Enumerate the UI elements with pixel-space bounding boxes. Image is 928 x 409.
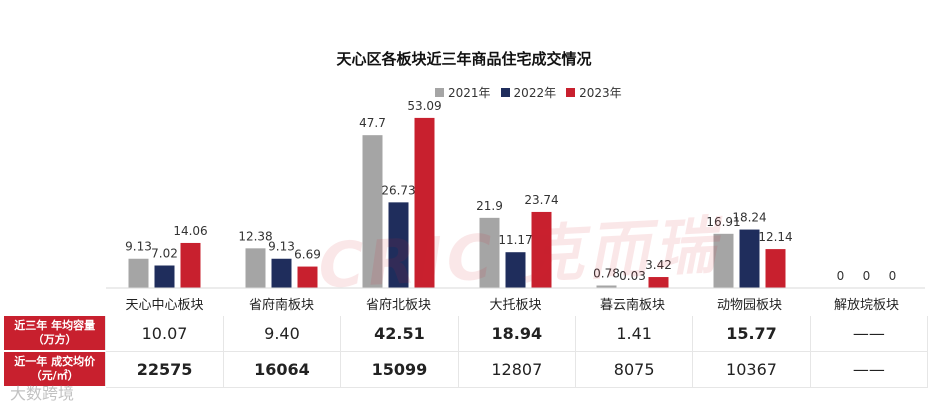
data-label: 0.03 bbox=[619, 269, 646, 283]
x-tick-label: 解放垸板块 bbox=[834, 298, 899, 313]
data-label: 7.02 bbox=[151, 247, 178, 261]
stats-cell: 10.07 bbox=[105, 316, 224, 352]
legend-item-2023: 2023年 bbox=[566, 84, 622, 101]
bar-2022年-省府南板块 bbox=[271, 258, 292, 288]
legend-swatch-2022 bbox=[500, 88, 510, 97]
stats-cell: 42.51 bbox=[340, 316, 459, 352]
stats-table: 近三年 年均容量 （万方） 10.07 9.40 42.51 18.94 1.41 15.77… bbox=[4, 316, 928, 388]
stats-cell: 12807 bbox=[458, 351, 577, 388]
bar-2021年-大托板块 bbox=[479, 217, 500, 288]
stats-cell: —— bbox=[810, 351, 928, 388]
x-tick-label: 大托板块 bbox=[489, 298, 541, 313]
stats-cell: 22575 bbox=[105, 351, 224, 388]
row-header-title: 近一年 成交均价 bbox=[14, 355, 96, 368]
stats-cell: 8075 bbox=[575, 351, 694, 388]
x-tick-label: 省府北板块 bbox=[366, 298, 431, 313]
legend-item-2021: 2021年 bbox=[435, 84, 491, 101]
data-label: 0 bbox=[889, 269, 897, 283]
stats-cell: 10367 bbox=[692, 351, 811, 388]
bar-2021年-天心中心板块 bbox=[128, 258, 149, 288]
legend-label-2023: 2023年 bbox=[579, 86, 622, 100]
x-tick-label: 暮云南板块 bbox=[600, 297, 665, 313]
bar-2022年-天心中心板块 bbox=[154, 265, 175, 288]
stats-cell: 16064 bbox=[223, 351, 342, 388]
bar-2023年-暮云南板块 bbox=[648, 277, 669, 288]
data-label: 26.73 bbox=[381, 183, 415, 197]
x-tick-label: 省府南板块 bbox=[249, 297, 314, 313]
bar-2023年-动物园板块 bbox=[765, 249, 786, 288]
stats-row-header: 近一年 成交均价 （元/㎡） bbox=[4, 351, 107, 388]
legend-item-2022: 2022年 bbox=[500, 84, 557, 101]
legend-swatch-2021 bbox=[435, 88, 444, 97]
data-label: 21.9 bbox=[476, 199, 503, 213]
data-label: 9.13 bbox=[268, 240, 295, 254]
bar-2023年-天心中心板块 bbox=[180, 242, 201, 288]
row-header-unit: （元/㎡） bbox=[30, 369, 79, 382]
data-label: 12.14 bbox=[758, 230, 792, 244]
data-label: 23.74 bbox=[524, 193, 558, 207]
bar-2021年-省府南板块 bbox=[245, 248, 266, 288]
stats-row: 近三年 年均容量 （万方） 10.07 9.40 42.51 18.94 1.41 15.77… bbox=[4, 316, 928, 352]
data-label: 18.24 bbox=[732, 211, 766, 225]
data-label: 0.78 bbox=[593, 267, 620, 281]
data-label: 53.09 bbox=[407, 99, 441, 113]
legend-label-2021: 2021年 bbox=[448, 86, 491, 100]
footer-watermark: 大数跨境 bbox=[10, 384, 75, 403]
bar-2021年-动物园板块 bbox=[713, 233, 734, 288]
data-label: 16.91 bbox=[706, 215, 740, 229]
stats-row-header: 近三年 年均容量 （万方） bbox=[4, 316, 107, 352]
legend-swatch-2023 bbox=[566, 88, 576, 97]
stats-cell: 15.77 bbox=[692, 316, 811, 352]
stats-cell: 18.94 bbox=[458, 316, 577, 352]
bar-2022年-动物园板块 bbox=[739, 229, 760, 288]
bar-2023年-省府南板块 bbox=[297, 266, 318, 288]
data-label: 12.38 bbox=[238, 229, 272, 243]
x-tick-label: 动物园板块 bbox=[717, 298, 782, 313]
chart-title: 天心区各板块近三年商品住宅成交情况 bbox=[336, 50, 592, 68]
data-label: 11.17 bbox=[498, 233, 532, 247]
bar-2023年-大托板块 bbox=[531, 211, 552, 288]
stats-cell: —— bbox=[810, 316, 928, 352]
data-label: 47.7 bbox=[359, 116, 386, 130]
bar-2022年-大托板块 bbox=[505, 252, 526, 288]
row-header-title: 近三年 年均容量 bbox=[14, 319, 96, 332]
stats-cell: 9.40 bbox=[223, 316, 342, 352]
bar-2021年-暮云南板块 bbox=[596, 285, 617, 288]
data-label: 6.69 bbox=[294, 248, 321, 262]
data-label: 3.42 bbox=[645, 258, 672, 272]
stats-cell: 15099 bbox=[340, 351, 459, 388]
data-label: 0 bbox=[863, 269, 871, 283]
bar-2023年-省府北板块 bbox=[414, 117, 435, 288]
stats-row: 近一年 成交均价 （元/㎡） 22575 16064 15099 12807 8075 103… bbox=[4, 351, 928, 388]
data-label: 9.13 bbox=[125, 240, 152, 254]
data-label: 0 bbox=[837, 269, 845, 283]
bar-chart: 9.13 7.0214.06天心中心板块12.389.136.69省府南板块47.… bbox=[106, 99, 925, 313]
legend-label-2022: 2022年 bbox=[513, 86, 557, 100]
x-tick-label: 天心中心板块 bbox=[125, 298, 203, 313]
chart-legend: 2021年 2022年 2023年 bbox=[435, 84, 622, 101]
row-header-unit: （万方） bbox=[32, 333, 77, 346]
bar-2022年-省府北板块 bbox=[388, 202, 409, 288]
stats-cell: 1.41 bbox=[575, 316, 694, 352]
data-label: 14.06 bbox=[173, 224, 207, 238]
bar-2021年-省府北板块 bbox=[362, 135, 383, 288]
